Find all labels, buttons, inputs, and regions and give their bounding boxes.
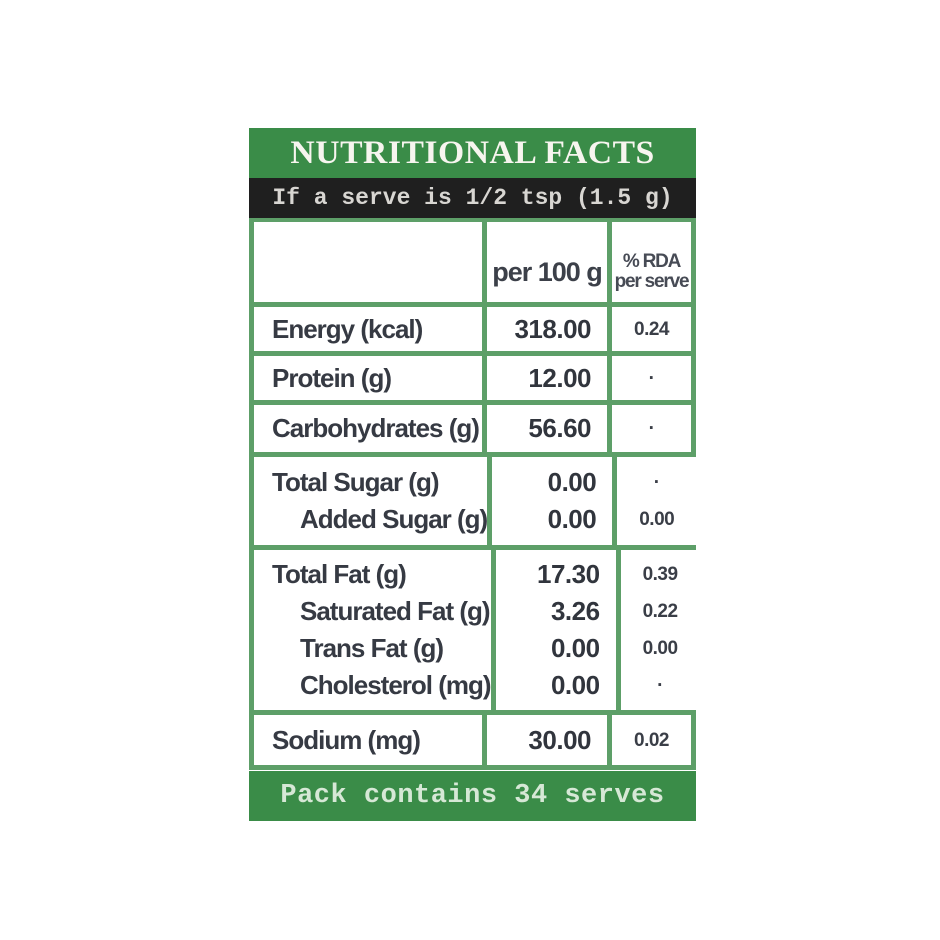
nutrient-group-row: Sodium (mg) 30.00 0.02 — [254, 715, 691, 765]
rda-value: · — [648, 367, 655, 389]
per100-value: 0.00 — [547, 467, 597, 497]
nutrient-label: Total Fat (g) — [272, 559, 407, 589]
serve-size-text: If a serve is 1/2 tsp (1.5 g) — [272, 185, 673, 211]
header-per100-cell: per 100 g — [487, 222, 607, 302]
per100-value: 318.00 — [514, 313, 591, 344]
per100-value: 0.00 — [550, 633, 600, 663]
rda-header-line2: per serve — [614, 271, 690, 292]
per100-value: 0.00 — [550, 670, 600, 700]
nutrient-label: Trans Fat (g) — [300, 633, 444, 663]
table-header-row: per 100 g % RDA per serve — [254, 222, 691, 302]
rda-value-cell: 0.39 0.22 0.00 · — [620, 550, 700, 710]
nutrition-label: NUTRITIONAL FACTS If a serve is 1/2 tsp … — [249, 128, 700, 821]
nutrient-group-row: Total Sugar (g) Added Sugar (g) 0.00 0.00 · 0… — [254, 457, 697, 545]
nutrient-label: Protein (g) — [272, 362, 392, 393]
per100-value: 0.00 — [547, 504, 597, 534]
per100-value-cell: 17.30 3.26 0.00 0.00 — [495, 550, 616, 710]
header-blank-cell — [254, 222, 482, 302]
per100-column-header: per 100 g — [492, 257, 603, 287]
per100-value: 30.00 — [528, 724, 591, 755]
rda-value: 0.39 — [642, 564, 678, 585]
nutrient-label: Cholesterol (mg) — [300, 670, 492, 700]
nutrient-name-cell: Total Sugar (g) Added Sugar (g) — [254, 457, 488, 545]
rda-value-cell: 0.24 — [612, 307, 691, 351]
nutrient-group-row: Total Fat (g) Saturated Fat (g) Trans Fat … — [254, 550, 700, 710]
rda-value: · — [648, 418, 655, 439]
nutrient-group-row: Protein (g) 12.00 · — [254, 356, 691, 400]
nutrition-title-bar: NUTRITIONAL FACTS — [249, 128, 696, 178]
rda-column-header: % RDA per serve — [612, 252, 691, 302]
nutrient-label: Carbohydrates (g) — [272, 413, 480, 443]
rda-value: 0.24 — [634, 318, 669, 340]
nutrient-label: Total Sugar (g) — [272, 467, 440, 497]
per100-value: 3.26 — [550, 596, 600, 626]
rda-value: 0.00 — [642, 638, 678, 659]
serve-size-bar: If a serve is 1/2 tsp (1.5 g) — [249, 178, 696, 218]
per100-value: 56.60 — [528, 413, 591, 443]
nutrient-group-row: Carbohydrates (g) 56.60 · — [254, 405, 691, 452]
nutrient-label: Added Sugar (g) — [300, 504, 488, 534]
rda-value-cell: 0.02 — [612, 715, 691, 765]
per100-value-cell: 56.60 — [487, 405, 607, 452]
per100-value-cell: 12.00 — [487, 356, 607, 400]
per100-value: 12.00 — [528, 362, 591, 393]
rda-value: · — [653, 472, 660, 493]
rda-value: · — [657, 675, 663, 696]
rda-value-cell: · — [612, 356, 691, 400]
nutrition-title: NUTRITIONAL FACTS — [290, 134, 655, 171]
per100-value: 17.30 — [537, 559, 600, 589]
pack-serves-bar: Pack contains 34 serves — [249, 771, 696, 821]
rda-header-line1: % RDA — [622, 251, 682, 272]
nutrient-name-cell: Total Fat (g) Saturated Fat (g) Trans Fat … — [254, 550, 492, 710]
rda-value: 0.00 — [639, 509, 675, 530]
nutrient-name-cell: Carbohydrates (g) — [254, 405, 482, 452]
rda-value-cell: · 0.00 — [617, 457, 697, 545]
header-rda-cell: % RDA per serve — [612, 222, 691, 302]
nutrient-name-cell: Energy (kcal) — [254, 307, 482, 351]
nutrient-label: Sodium (mg) — [272, 724, 421, 755]
nutrition-table: per 100 g % RDA per serve Energy (kcal) 3… — [249, 218, 700, 770]
nutrient-group-row: Energy (kcal) 318.00 0.24 — [254, 307, 691, 351]
per100-value-cell: 0.00 0.00 — [492, 457, 613, 545]
rda-value: 0.02 — [634, 729, 669, 751]
rda-value-cell: · — [612, 405, 691, 452]
nutrient-name-cell: Sodium (mg) — [254, 715, 482, 765]
per100-value-cell: 30.00 — [487, 715, 607, 765]
nutrient-label: Energy (kcal) — [272, 313, 423, 344]
pack-serves-text: Pack contains 34 serves — [280, 781, 665, 811]
rda-value: 0.22 — [642, 601, 678, 622]
nutrient-label: Saturated Fat (g) — [300, 596, 491, 626]
per100-value-cell: 318.00 — [487, 307, 607, 351]
nutrient-name-cell: Protein (g) — [254, 356, 482, 400]
